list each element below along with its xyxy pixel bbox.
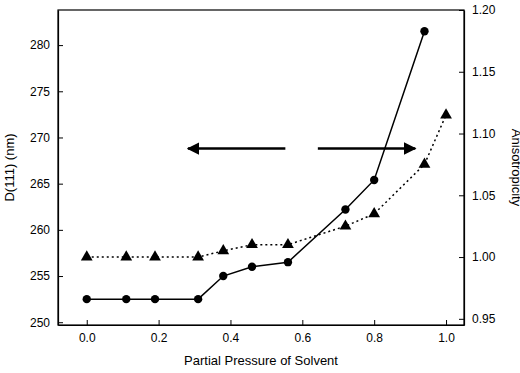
x-axis-line — [59, 325, 465, 326]
series-line — [87, 31, 425, 299]
marker — [122, 295, 130, 303]
marker — [81, 250, 93, 260]
marker — [341, 205, 349, 213]
tick-label: 255 — [30, 269, 50, 283]
marker — [420, 27, 428, 35]
marker — [368, 207, 380, 217]
tick-label: 0.95 — [472, 312, 496, 326]
tick-mark — [459, 319, 464, 320]
tick: 1.0 — [438, 320, 455, 345]
marker — [370, 176, 378, 184]
y-axis: 250 255 260 265 270 275 280 — [30, 11, 63, 330]
tick-label: 250 — [30, 316, 50, 330]
marker — [440, 108, 452, 118]
marker — [83, 295, 91, 303]
x-title: Partial Pressure of Solvent — [184, 353, 338, 368]
tick-label: 1.0 — [438, 331, 455, 345]
tick-label: 270 — [30, 131, 50, 145]
tick-label: 0.4 — [223, 331, 240, 345]
tick: 260 — [30, 223, 63, 237]
y-title: D(111) (nm) — [2, 133, 17, 201]
tick-label: 265 — [30, 177, 50, 191]
tick-mark — [302, 320, 303, 325]
tick-label: 0.8 — [366, 331, 383, 345]
tick-mark — [58, 45, 63, 46]
tick-label: 0.0 — [79, 331, 96, 345]
tick-mark — [159, 320, 160, 325]
tick-label: 280 — [30, 38, 50, 52]
marker — [151, 295, 159, 303]
tick-mark — [58, 230, 63, 231]
tick-label: 1.05 — [472, 189, 496, 203]
marker — [246, 238, 258, 248]
tick: 270 — [30, 131, 63, 145]
tick: 0.6 — [294, 320, 311, 345]
marker — [340, 219, 352, 229]
tick: 250 — [30, 316, 63, 330]
tick: 1.00 — [459, 250, 496, 264]
tick-mark — [446, 320, 447, 325]
y-axis-line — [58, 11, 59, 326]
tick-label: 1.10 — [472, 127, 496, 141]
marker — [419, 158, 431, 168]
plot: 0.0 0.2 0.4 0.6 0.8 1.0 250 255 260 265 270 275 280 0… — [30, 3, 496, 344]
tick-mark — [58, 137, 63, 138]
marker — [284, 258, 292, 266]
x-axis: 0.0 0.2 0.4 0.6 0.8 1.0 — [59, 320, 465, 345]
tick-mark — [230, 320, 231, 325]
tick: 275 — [30, 85, 63, 99]
marks — [81, 27, 452, 303]
tick-label: 1.00 — [472, 250, 496, 264]
tick: 255 — [30, 269, 63, 283]
marker — [217, 244, 229, 254]
tick: 265 — [30, 177, 63, 191]
tick-label: 0.2 — [151, 331, 168, 345]
tick-mark — [459, 72, 464, 73]
tick: 280 — [30, 38, 63, 52]
tick-mark — [459, 10, 464, 11]
tick-label: 1.20 — [472, 3, 496, 17]
tick-mark — [459, 257, 464, 258]
tick-mark — [374, 320, 375, 325]
tick-mark — [58, 184, 63, 185]
marker — [194, 295, 202, 303]
tick: 1.10 — [459, 127, 496, 141]
tick: 0.4 — [223, 320, 240, 345]
tick-mark — [459, 134, 464, 135]
tick: 1.05 — [459, 189, 496, 203]
tick: 0.0 — [79, 320, 96, 345]
tick-label: 0.6 — [294, 331, 311, 345]
tick: 0.8 — [366, 320, 383, 345]
frame — [58, 10, 464, 325]
y2-title: Anisotropicity — [509, 129, 520, 207]
y2-axis: 0.95 1.00 1.05 1.10 1.15 1.20 — [459, 3, 496, 326]
marker — [149, 250, 161, 260]
marker — [248, 263, 256, 271]
tick: 1.20 — [459, 3, 496, 17]
chart: 0.0 0.2 0.4 0.6 0.8 1.0 250 255 260 265 270 275 280 0… — [0, 0, 520, 373]
tick-label: 1.15 — [472, 65, 496, 79]
marker — [120, 250, 132, 260]
series-line — [87, 115, 446, 257]
tick-mark — [58, 322, 63, 323]
tick-mark — [58, 91, 63, 92]
tick: 0.95 — [459, 312, 496, 326]
marker — [192, 250, 204, 260]
tick: 1.15 — [459, 65, 496, 79]
tick-label: 275 — [30, 85, 50, 99]
tick: 0.2 — [151, 320, 168, 345]
y2-axis-line — [464, 11, 465, 326]
arrow-right — [318, 147, 415, 150]
tick-mark — [87, 320, 88, 325]
marker — [282, 238, 294, 248]
arrow-left — [188, 147, 285, 150]
tick-mark — [58, 276, 63, 277]
marker — [219, 272, 227, 280]
tick-label: 260 — [30, 223, 50, 237]
tick-mark — [459, 195, 464, 196]
